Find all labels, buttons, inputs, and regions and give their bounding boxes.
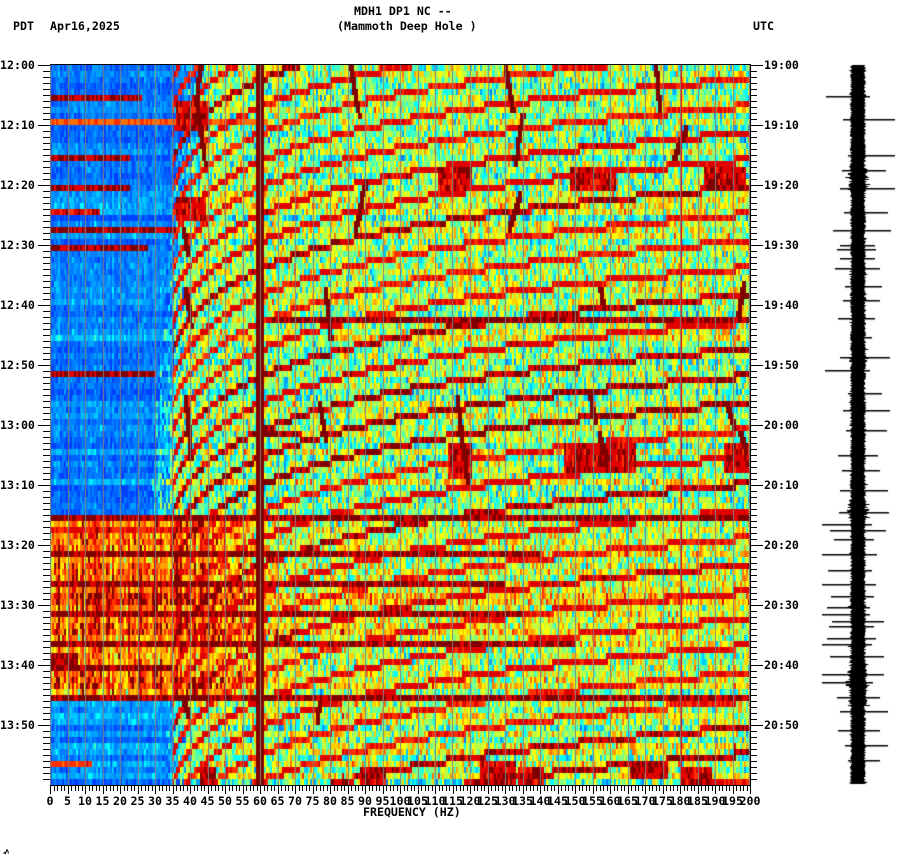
x-tick-label: 35	[165, 794, 180, 808]
chart-subtitle: (Mammoth Deep Hole )	[337, 19, 477, 33]
y-tick-label-right: 19:40	[764, 298, 799, 312]
y-tick-label-right: 20:10	[764, 478, 799, 492]
seismogram-trace	[815, 60, 902, 790]
x-tick-label: 65	[270, 794, 285, 808]
y-tick-label-right: 20:40	[764, 658, 799, 672]
x-tick-label: 25	[130, 794, 145, 808]
x-tick-label: 40	[183, 794, 197, 808]
x-tick-label: 95	[375, 794, 390, 808]
x-tick-label: 165	[617, 794, 638, 808]
y-tick-label-right: 19:20	[764, 178, 799, 192]
x-axis-title: FREQUENCY (HZ)	[363, 805, 461, 819]
x-tick-label: 110	[424, 794, 446, 808]
x-tick-label: 155	[582, 794, 603, 808]
x-tick-label: 200	[739, 794, 761, 808]
x-tick-label: 75	[305, 794, 320, 808]
x-tick-label: 10	[78, 794, 92, 808]
date-label: Apr16,2025	[50, 19, 120, 33]
x-tick-label: 45	[200, 794, 215, 808]
x-tick-label: 135	[512, 794, 533, 808]
x-tick-label: 140	[529, 794, 551, 808]
x-tick-label: 130	[494, 794, 516, 808]
chart-title: MDH1 DP1 NC --	[354, 4, 452, 18]
y-tick-label-left: 12:50	[0, 358, 35, 372]
y-tick-label-left: 12:30	[0, 238, 35, 252]
y-tick-label-right: 20:20	[764, 538, 799, 552]
x-tick-label: 55	[235, 794, 250, 808]
timezone-left-label: PDT	[13, 19, 34, 33]
x-tick-label: 20	[113, 794, 127, 808]
y-tick-label-right: 20:30	[764, 598, 799, 612]
corner-mark-icon	[3, 849, 9, 855]
x-tick-label: 100	[389, 794, 411, 808]
x-tick-label: 60	[253, 794, 267, 808]
y-tick-label-right: 19:10	[764, 118, 799, 132]
x-tick-label: 90	[358, 794, 372, 808]
x-tick-label: 15	[95, 794, 110, 808]
x-tick-label: 175	[652, 794, 673, 808]
x-tick-label: 80	[323, 794, 337, 808]
y-tick-label-left: 13:10	[0, 478, 35, 492]
timezone-right-label: UTC	[753, 19, 774, 33]
y-tick-label-left: 13:30	[0, 598, 35, 612]
y-tick-label-right: 20:00	[764, 418, 799, 432]
x-tick-label: 195	[722, 794, 743, 808]
y-tick-label-left: 13:50	[0, 718, 35, 732]
x-tick-label: 105	[407, 794, 428, 808]
y-tick-label-left: 12:40	[0, 298, 35, 312]
y-tick-label-right: 19:00	[764, 58, 799, 72]
x-tick-label: 115	[442, 794, 463, 808]
x-tick-label: 190	[704, 794, 726, 808]
x-tick-label: 185	[687, 794, 708, 808]
y-tick-label-left: 12:00	[0, 58, 35, 72]
y-tick-label-left: 13:00	[0, 418, 35, 432]
x-tick-label: 50	[218, 794, 232, 808]
x-tick-label: 145	[547, 794, 568, 808]
y-tick-label-left: 12:20	[0, 178, 35, 192]
spectrogram-heatmap	[50, 65, 750, 785]
x-tick-label: 120	[459, 794, 481, 808]
x-tick-label: 150	[564, 794, 586, 808]
x-tick-label: 5	[64, 794, 71, 808]
y-tick-label-left: 12:10	[0, 118, 35, 132]
x-tick-label: 85	[340, 794, 355, 808]
x-tick-label: 160	[599, 794, 621, 808]
x-tick-label: 180	[669, 794, 691, 808]
y-tick-label-left: 13:20	[0, 538, 35, 552]
x-tick-label: 30	[148, 794, 162, 808]
x-tick-label: 125	[477, 794, 498, 808]
x-tick-label: 70	[288, 794, 302, 808]
x-tick-label: 0	[46, 794, 54, 808]
y-tick-label-right: 20:50	[764, 718, 799, 732]
y-tick-label-right: 19:50	[764, 358, 799, 372]
y-tick-label-right: 19:30	[764, 238, 799, 252]
y-tick-label-left: 13:40	[0, 658, 35, 672]
x-tick-label: 170	[634, 794, 656, 808]
